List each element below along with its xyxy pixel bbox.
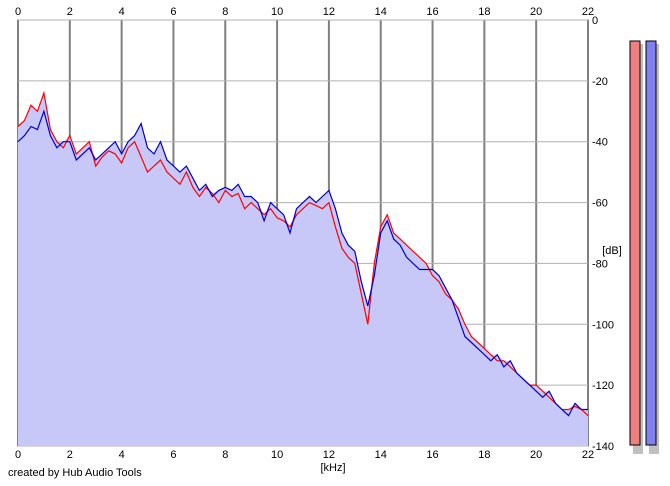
level-meter-left bbox=[629, 40, 643, 454]
x-tick-labels-top: 0 2 4 6 8 10 12 14 16 18 20 22 bbox=[15, 6, 594, 18]
x-tick-label: 14 bbox=[375, 6, 387, 18]
x-tick-label: 2 bbox=[67, 449, 73, 461]
x-tick-label: 6 bbox=[170, 6, 176, 18]
x-tick-label: 4 bbox=[119, 449, 125, 461]
x-tick-label: 4 bbox=[119, 6, 125, 18]
y-tick-labels: 0 -20 -40 -60 -80 -100 -120 -140 bbox=[592, 15, 614, 453]
series-line-red bbox=[17, 90, 589, 417]
x-tick-label: 0 bbox=[15, 449, 21, 461]
y-tick-label: -80 bbox=[592, 258, 608, 270]
x-tick-label: 12 bbox=[323, 6, 335, 18]
spectrum-fill-area bbox=[18, 93, 588, 446]
x-axis-label: [kHz] bbox=[320, 462, 345, 474]
x-tick-label: 16 bbox=[426, 449, 438, 461]
x-tick-label: 10 bbox=[271, 449, 283, 461]
y-tick-label: -140 bbox=[592, 441, 614, 453]
x-tick-label: 14 bbox=[375, 449, 387, 461]
y-tick-label: -60 bbox=[592, 198, 608, 210]
x-tick-label: 20 bbox=[530, 6, 542, 18]
level-meter-right bbox=[645, 40, 659, 454]
credit-text: created by Hub Audio Tools bbox=[8, 467, 142, 479]
y-tick-label: -40 bbox=[592, 137, 608, 149]
x-tick-label: 22 bbox=[582, 449, 594, 461]
x-tick-label: 2 bbox=[67, 6, 73, 18]
x-tick-label: 10 bbox=[271, 6, 283, 18]
x-tick-label: 16 bbox=[426, 6, 438, 18]
x-tick-labels-bottom: 0 2 4 6 8 10 12 14 16 18 20 22 bbox=[15, 449, 594, 461]
y-axis-label: [dB] bbox=[602, 245, 622, 257]
y-tick-label: 0 bbox=[592, 15, 598, 27]
x-tick-label: 22 bbox=[582, 6, 594, 18]
x-tick-label: 12 bbox=[323, 449, 335, 461]
x-tick-label: 6 bbox=[170, 449, 176, 461]
x-tick-label: 8 bbox=[222, 449, 228, 461]
y-tick-label: -100 bbox=[592, 319, 614, 331]
x-tick-label: 20 bbox=[530, 449, 542, 461]
x-tick-label: 8 bbox=[222, 6, 228, 18]
x-tick-label: 18 bbox=[478, 6, 490, 18]
x-tick-label: 18 bbox=[478, 449, 490, 461]
y-tick-label: -120 bbox=[592, 380, 614, 392]
series-lines bbox=[17, 90, 589, 417]
y-tick-label: -20 bbox=[592, 76, 608, 88]
series-line-blue bbox=[17, 109, 588, 417]
x-tick-label: 0 bbox=[15, 6, 21, 18]
